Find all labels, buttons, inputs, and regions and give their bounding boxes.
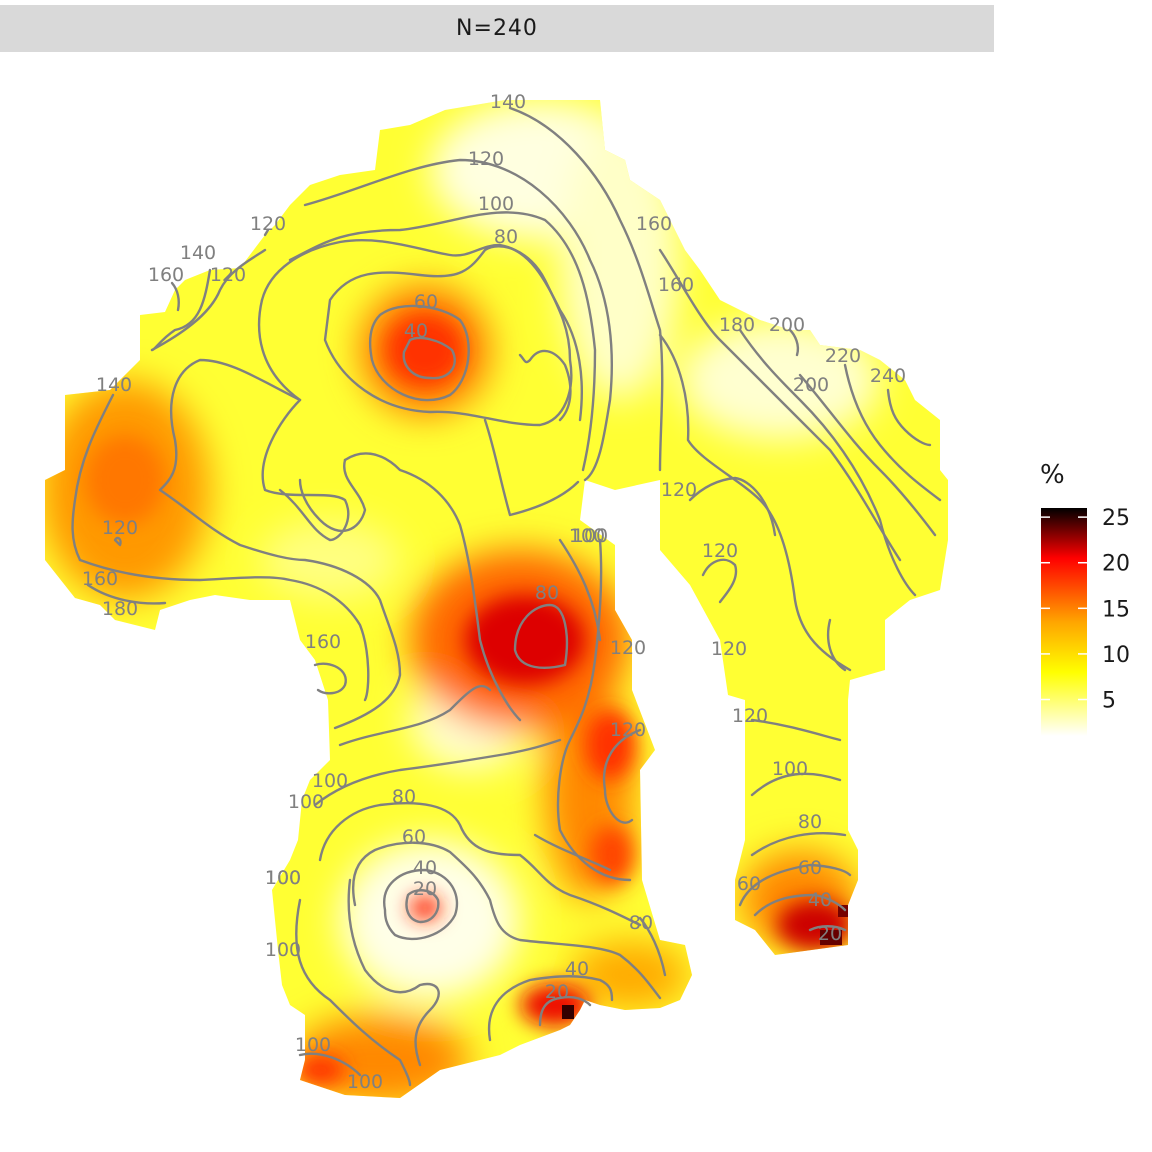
contour-label: 60: [414, 291, 438, 313]
contour-label: 140: [180, 242, 216, 264]
contour-label: 120: [661, 479, 697, 501]
contour-label: 120: [610, 637, 646, 659]
legend-colorbar: 25 20 15 10 5: [1040, 508, 1150, 748]
legend-tick-label: 20: [1102, 552, 1130, 577]
contour-label: 100: [288, 791, 324, 813]
contour-label: 180: [719, 314, 755, 336]
contour-label: 140: [490, 91, 526, 113]
contour-label: 240: [870, 365, 906, 387]
contour-label: 200: [769, 314, 805, 336]
facet-strip: N=240: [0, 5, 994, 52]
contour-label: 120: [711, 638, 747, 660]
legend-tick-label: 15: [1102, 597, 1130, 622]
legend-tick-label: 25: [1102, 508, 1130, 531]
contour-label: 100: [265, 939, 301, 961]
legend-tick-label: 10: [1102, 643, 1130, 668]
contour-label: 120: [702, 540, 738, 562]
contour-label: 80: [798, 811, 822, 833]
contour-label: 60: [798, 857, 822, 879]
contour-label: 120: [210, 264, 246, 286]
contour-label: 60: [402, 826, 426, 848]
contour-label: 180: [102, 598, 138, 620]
contour-label: 20: [818, 923, 842, 945]
contour-label: 40: [808, 889, 832, 911]
contour-label: 140: [96, 374, 132, 396]
contour-label: 220: [825, 345, 861, 367]
contour-label: 160: [305, 631, 341, 653]
contour-label: 60: [737, 873, 761, 895]
legend-tick-label: 5: [1102, 689, 1116, 714]
contour-label: 120: [102, 517, 138, 539]
contour-label: 20: [413, 878, 437, 900]
contour-label: 100: [295, 1034, 331, 1056]
contour-label: 80: [392, 786, 416, 808]
contour-label: 40: [404, 320, 428, 342]
facet-label: N=240: [456, 16, 538, 41]
contour-label: 80: [629, 912, 653, 934]
contour-label: 160: [82, 568, 118, 590]
contour-label: 160: [658, 274, 694, 296]
contour-label: 120: [468, 148, 504, 170]
contour-label: 200: [793, 374, 829, 396]
contour-label: 100: [572, 525, 608, 547]
contour-label: 100: [772, 758, 808, 780]
contour-label: 80: [535, 582, 559, 604]
contour-label: 100: [347, 1071, 383, 1093]
contour-label: 160: [636, 213, 672, 235]
contour-label: 120: [610, 719, 646, 741]
contour-label: 120: [250, 213, 286, 235]
legend-title: %: [1040, 460, 1065, 490]
contour-label: 160: [148, 264, 184, 286]
contour-label: 20: [545, 981, 569, 1003]
contour-label: 40: [565, 958, 589, 980]
contour-label: 100: [312, 770, 348, 792]
contour-label: 100: [265, 867, 301, 889]
legend: % 25 20 15 10 5: [1040, 460, 1065, 490]
contour-label: 120: [732, 705, 768, 727]
contour-label: 100: [478, 193, 514, 215]
contour-label: 80: [494, 226, 518, 248]
contour-label: 40: [413, 857, 437, 879]
